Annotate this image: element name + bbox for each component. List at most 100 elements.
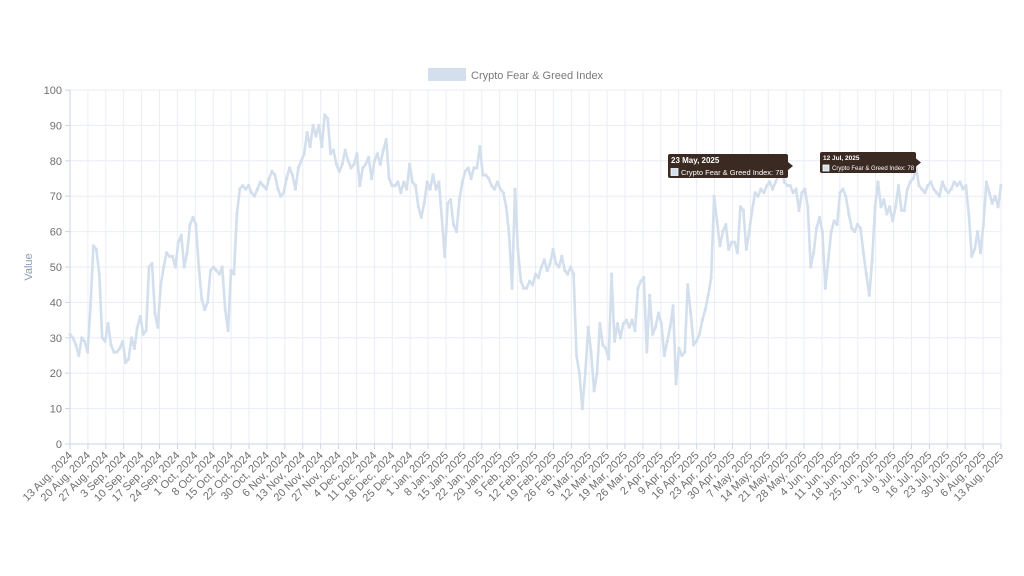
data-point[interactable]	[867, 293, 871, 297]
data-point[interactable]	[586, 325, 590, 329]
data-point[interactable]	[472, 166, 476, 170]
data-point[interactable]	[504, 205, 508, 209]
data-point[interactable]	[370, 176, 374, 181]
data-point[interactable]	[996, 205, 1000, 209]
data-point[interactable]	[229, 268, 233, 273]
data-point[interactable]	[525, 286, 529, 290]
data-point[interactable]	[74, 343, 78, 347]
data-point[interactable]	[894, 205, 898, 209]
data-point[interactable]	[103, 339, 107, 343]
data-point[interactable]	[759, 187, 763, 191]
data-point[interactable]	[885, 212, 889, 216]
data-point[interactable]	[276, 187, 280, 191]
data-point[interactable]	[440, 215, 444, 219]
data-point[interactable]	[378, 162, 382, 166]
data-point[interactable]	[662, 353, 666, 358]
data-point[interactable]	[627, 325, 631, 329]
data-point[interactable]	[756, 194, 760, 198]
data-point[interactable]	[557, 265, 561, 269]
data-point[interactable]	[832, 219, 836, 223]
data-point[interactable]	[100, 336, 104, 340]
data-point[interactable]	[211, 265, 216, 269]
data-point[interactable]	[153, 311, 157, 315]
data-point[interactable]	[949, 187, 953, 191]
data-point[interactable]	[803, 187, 807, 191]
data-point[interactable]	[560, 254, 564, 258]
data-point[interactable]	[838, 191, 842, 195]
data-point[interactable]	[501, 191, 505, 195]
data-point[interactable]	[624, 318, 628, 322]
data-point[interactable]	[478, 145, 482, 149]
data-point[interactable]	[937, 194, 942, 198]
data-point[interactable]	[712, 194, 716, 198]
data-point[interactable]	[358, 184, 362, 188]
data-point[interactable]	[730, 240, 734, 244]
data-point[interactable]	[451, 222, 456, 227]
data-point[interactable]	[768, 180, 772, 184]
data-point[interactable]	[437, 180, 441, 184]
data-point[interactable]	[715, 219, 719, 223]
data-point[interactable]	[457, 198, 461, 202]
data-point[interactable]	[709, 276, 713, 280]
data-point[interactable]	[612, 339, 617, 343]
data-point[interactable]	[689, 311, 693, 315]
data-point[interactable]	[329, 152, 333, 156]
data-point[interactable]	[513, 187, 517, 191]
data-point[interactable]	[203, 307, 207, 312]
data-point[interactable]	[208, 268, 213, 273]
data-point[interactable]	[375, 152, 379, 156]
data-point[interactable]	[674, 382, 678, 386]
data-point[interactable]	[317, 123, 321, 127]
data-point[interactable]	[83, 339, 87, 343]
data-point[interactable]	[741, 208, 746, 212]
data-point[interactable]	[97, 272, 101, 276]
data-point[interactable]	[896, 184, 901, 188]
data-point[interactable]	[932, 187, 936, 191]
data-point[interactable]	[232, 272, 236, 276]
data-point[interactable]	[888, 205, 892, 209]
data-point[interactable]	[147, 265, 151, 269]
data-point[interactable]	[510, 286, 514, 290]
data-point[interactable]	[519, 279, 523, 283]
data-point[interactable]	[349, 166, 353, 170]
data-point[interactable]	[917, 184, 921, 188]
data-point[interactable]	[516, 247, 520, 251]
data-point[interactable]	[911, 176, 915, 181]
data-point[interactable]	[718, 244, 722, 248]
data-point[interactable]	[132, 346, 136, 350]
data-point[interactable]	[372, 159, 377, 163]
data-point[interactable]	[463, 169, 467, 173]
data-point[interactable]	[882, 198, 886, 202]
data-point[interactable]	[891, 219, 895, 223]
data-point[interactable]	[279, 194, 283, 198]
data-point[interactable]	[870, 258, 874, 262]
data-point[interactable]	[981, 222, 986, 227]
data-point[interactable]	[589, 350, 593, 354]
data-point[interactable]	[273, 173, 277, 177]
data-point[interactable]	[774, 180, 778, 184]
data-point[interactable]	[481, 173, 485, 177]
data-point[interactable]	[80, 336, 84, 340]
data-point[interactable]	[800, 191, 804, 195]
data-point[interactable]	[252, 194, 256, 198]
data-point[interactable]	[943, 187, 948, 191]
data-point[interactable]	[449, 198, 453, 202]
data-point[interactable]	[858, 226, 863, 230]
data-point[interactable]	[744, 247, 748, 251]
data-point[interactable]	[492, 187, 497, 191]
data-point[interactable]	[296, 166, 300, 170]
data-point[interactable]	[569, 265, 573, 269]
data-point[interactable]	[94, 247, 98, 251]
data-point[interactable]	[841, 187, 845, 191]
data-point[interactable]	[170, 254, 175, 258]
data-point[interactable]	[724, 222, 728, 227]
data-point[interactable]	[419, 215, 423, 219]
data-point[interactable]	[138, 315, 142, 319]
data-point[interactable]	[326, 116, 330, 120]
data-point[interactable]	[399, 191, 403, 195]
data-point[interactable]	[785, 184, 789, 188]
data-point[interactable]	[340, 162, 344, 166]
data-point[interactable]	[264, 187, 268, 191]
data-point[interactable]	[706, 293, 710, 297]
data-point[interactable]	[683, 350, 687, 354]
